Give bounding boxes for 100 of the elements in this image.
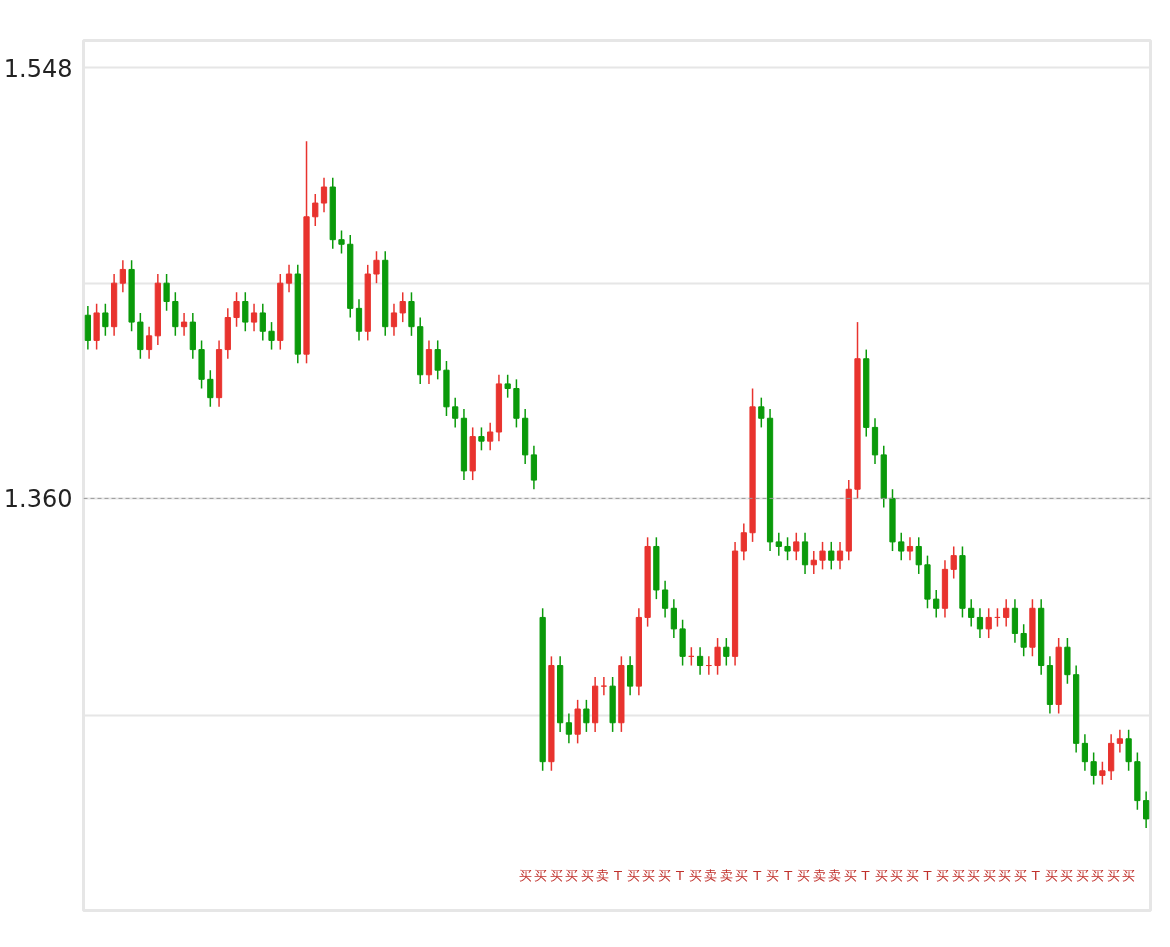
annotation: 买 [967, 868, 981, 884]
annotation: 买 [642, 868, 656, 884]
candlestick [180, 312, 188, 337]
y-tick-label: 1.548 [3, 54, 73, 83]
annotation: 买 [1075, 868, 1089, 884]
candlestick [487, 422, 494, 452]
annotation: T [613, 868, 623, 884]
candlestick [627, 655, 634, 697]
candlestick [312, 193, 319, 227]
annotation: T [1030, 868, 1040, 884]
annotation: 买 [518, 868, 532, 884]
candlestick [828, 541, 835, 571]
candlestick [793, 531, 800, 561]
candlestick [233, 291, 240, 328]
annotation: 卖 [828, 868, 842, 884]
candlestick [102, 303, 109, 337]
candlestick [600, 676, 607, 697]
candlestick [268, 321, 275, 351]
candlestick [819, 541, 826, 571]
annotation: 买 [565, 868, 579, 884]
annotation: 买 [951, 868, 965, 884]
candlestick [390, 303, 398, 337]
annotation: T [922, 868, 932, 884]
candlestick [434, 339, 441, 381]
candlestick [504, 374, 511, 399]
candlestick [1090, 751, 1097, 786]
annotation: 买 [1091, 868, 1105, 884]
annotation: 买 [905, 868, 919, 884]
annotation: 买 [982, 868, 996, 884]
candlestick [906, 536, 914, 561]
candlestick [723, 637, 730, 667]
annotation: 买 [657, 868, 671, 884]
candlestick [1116, 728, 1124, 754]
candlestick [898, 531, 905, 561]
candlestick [565, 712, 573, 745]
annotation: 买 [1122, 868, 1136, 884]
candlestick [259, 303, 266, 342]
candlestick [976, 607, 984, 639]
annotation: 买 [549, 868, 563, 884]
candlestick [145, 325, 153, 360]
annotation: 卖 [812, 868, 826, 884]
annotation: 买 [735, 868, 749, 884]
annotation: 卖 [596, 868, 610, 884]
candlestick [950, 545, 957, 580]
candlestick [661, 580, 669, 619]
candlestick [207, 369, 214, 408]
annotation: 买 [1044, 868, 1058, 884]
annotation: 卖 [719, 868, 733, 884]
annotation: 买 [890, 868, 904, 884]
annotation: T [752, 868, 762, 884]
annotation: 买 [534, 868, 548, 884]
candlestick [1020, 623, 1027, 658]
candlestick [1003, 598, 1010, 628]
candlestick [801, 531, 809, 575]
candlestick [452, 396, 459, 429]
annotation: 买 [1013, 868, 1027, 884]
candlestick [714, 637, 721, 676]
annotation: T [860, 868, 870, 884]
candlestick [399, 291, 406, 323]
candlestick [250, 303, 258, 333]
candlestick [836, 541, 844, 571]
candlestick [696, 646, 704, 676]
annotation: 卖 [704, 868, 718, 884]
annotation: 买 [626, 868, 640, 884]
y-tick-label: 1.360 [3, 485, 73, 514]
candlestick [740, 522, 747, 561]
annotation: T [674, 868, 684, 884]
candlestick [758, 396, 765, 429]
candlestick [670, 598, 677, 639]
annotation: 买 [998, 868, 1012, 884]
candlestick [1143, 790, 1150, 829]
candlestick [985, 607, 992, 639]
annotation: 买 [874, 868, 888, 884]
candlestick [1125, 728, 1132, 772]
candlestick [163, 273, 170, 312]
candlestick [355, 298, 363, 342]
candlestick [373, 250, 380, 284]
annotation: 买 [688, 868, 702, 884]
candlestick [242, 291, 249, 333]
candlestick [478, 426, 485, 452]
candlestick [968, 598, 975, 628]
candlestick [1099, 760, 1106, 786]
annotation: 买 [843, 868, 857, 884]
annotation: 买 [1106, 868, 1120, 884]
candlestick [775, 531, 782, 557]
annotation: 买 [797, 868, 811, 884]
annotation: 买 [766, 868, 780, 884]
annotation: T [783, 868, 793, 884]
candlestick [784, 536, 791, 561]
candlestick [285, 264, 293, 294]
candlestick [933, 589, 940, 619]
candlestick [338, 229, 345, 255]
annotation: 买 [580, 868, 594, 884]
candlestick [1081, 733, 1089, 772]
candlestick [583, 699, 590, 733]
annotation: 买 [1060, 868, 1074, 884]
annotation: 买 [936, 868, 950, 884]
candlestick [320, 177, 328, 213]
candlestick [119, 259, 126, 294]
candlestick [915, 536, 922, 575]
